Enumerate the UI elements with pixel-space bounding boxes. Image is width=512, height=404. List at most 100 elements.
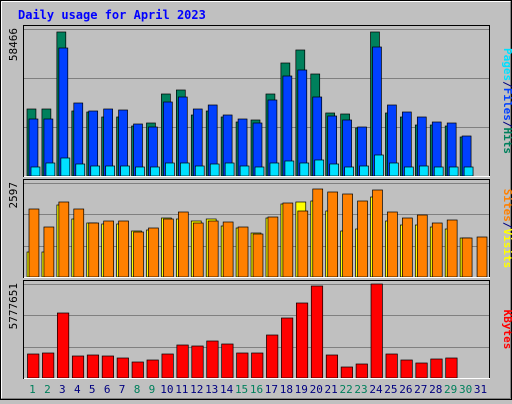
hits-files-pages-bar-pages-day-15 [239, 165, 250, 177]
visits-sites-bar-sites-day-13 [207, 220, 219, 278]
x-tick-day-12: 12 [190, 383, 203, 396]
visits-sites-bar-sites-day-27 [416, 214, 428, 278]
kbytes-bar-kbytes-day-17 [266, 334, 279, 379]
x-tick-day-29: 29 [444, 383, 457, 396]
kbytes-bar-kbytes-day-9 [146, 359, 159, 379]
hits-files-pages-bar-pages-day-24 [374, 154, 384, 177]
visits-sites-bar-sites-day-18 [282, 202, 294, 278]
hits-files-pages-bar-files-day-3 [58, 47, 69, 177]
x-tick-day-21: 21 [325, 383, 338, 396]
visits-sites-bar-sites-day-1 [28, 208, 40, 278]
visits-sites-bar-sites-day-31 [476, 236, 488, 278]
kbytes-bar-kbytes-day-7 [116, 357, 129, 379]
x-tick-day-24: 24 [369, 383, 383, 396]
hits-files-pages-bar-pages-day-25 [389, 162, 399, 177]
kbytes-bar-kbytes-day-28 [430, 358, 443, 379]
x-tick-day-16: 16 [250, 383, 263, 396]
visits-sites-bar-sites-day-16 [252, 233, 264, 278]
x-tick-day-15: 15 [235, 383, 248, 396]
x-tick-day-8: 8 [134, 383, 141, 396]
kbytes-bar-kbytes-day-14 [221, 343, 234, 379]
visits-sites-bar-sites-day-24 [372, 189, 383, 278]
hits-files-pages-bar-pages-day-18 [284, 160, 295, 177]
x-tick-day-14: 14 [220, 383, 234, 396]
x-tick-day-26: 26 [399, 383, 412, 396]
x-tick-day-13: 13 [205, 383, 218, 396]
visits-sites-bar-sites-day-7 [118, 220, 129, 278]
hits-files-pages-bar-pages-day-29 [448, 166, 459, 177]
x-tick-day-7: 7 [119, 383, 126, 396]
hits-files-pages-bar-pages-day-1 [30, 166, 41, 177]
kbytes-bar-kbytes-day-6 [101, 355, 114, 379]
hits-files-pages-bar-pages-day-2 [45, 162, 56, 177]
x-tick-day-28: 28 [429, 383, 442, 396]
kbytes-bar-kbytes-day-1 [27, 353, 40, 379]
x-tick-day-20: 20 [310, 383, 323, 396]
kbytes-bar-kbytes-day-25 [385, 353, 398, 379]
x-tick-day-10: 10 [160, 383, 173, 396]
hits-files-pages-bar-pages-day-4 [75, 163, 86, 177]
kbytes-bar-kbytes-day-12 [191, 345, 204, 379]
kbytes-bar-kbytes-day-13 [206, 340, 219, 379]
hits-files-pages-bar-pages-day-8 [135, 166, 145, 177]
kbytes-legend: KBytes [501, 310, 512, 350]
visits-sites-bar-sites-day-15 [237, 226, 249, 278]
hits-files-pages-bar-files-day-26 [402, 111, 412, 177]
visits-sites-bar-sites-day-14 [222, 221, 234, 278]
x-tick-day-1: 1 [29, 383, 36, 396]
visits-sites-bar-sites-day-11 [178, 211, 189, 278]
kbytes-bar-kbytes-day-23 [355, 363, 368, 379]
visits-sites-bar-sites-day-28 [431, 222, 443, 278]
hits-files-pages-bar-pages-day-19 [299, 162, 310, 177]
visits-sites-bar-sites-day-5 [88, 222, 100, 278]
visits-sites-legend: Sites/Visits [501, 189, 512, 269]
visits-sites-bar-sites-day-10 [163, 218, 174, 278]
x-tick-day-9: 9 [149, 383, 156, 396]
x-tick-day-11: 11 [175, 383, 188, 396]
hits-files-pages-bar-files-day-19 [297, 69, 308, 177]
kbytes-bar-kbytes-day-26 [400, 359, 413, 379]
kbytes-ymax-label: 5777651 [7, 283, 20, 329]
kbytes-bar-kbytes-day-16 [251, 352, 264, 379]
x-tick-day-3: 3 [59, 383, 66, 396]
hits-files-pages-bar-pages-day-27 [418, 165, 429, 177]
x-tick-day-31: 31 [474, 383, 487, 396]
kbytes-bar-kbytes-day-21 [325, 354, 338, 379]
visits-sites-bar-sites-day-26 [402, 217, 413, 278]
hits-files-pages-bar-pages-day-3 [60, 157, 71, 177]
hits-files-pages-legend-slash: / [501, 121, 512, 128]
x-tick-day-23: 23 [354, 383, 367, 396]
visits-sites-bar-sites-day-3 [58, 201, 70, 278]
kbytes-bar-kbytes-day-3 [57, 312, 70, 379]
visits-sites-bar-sites-day-6 [103, 220, 114, 278]
chart-title: Daily usage for April 2023 [18, 8, 206, 22]
kbytes-bar-kbytes-day-2 [42, 352, 55, 379]
hits-files-pages-legend-files: Files [501, 88, 512, 121]
x-tick-day-22: 22 [339, 383, 352, 396]
x-tick-day-27: 27 [414, 383, 427, 396]
x-tick-day-30: 30 [459, 383, 472, 396]
kbytes-bar-kbytes-day-4 [71, 355, 85, 379]
hits-files-pages-ymax-label: 58466 [7, 28, 20, 61]
hits-files-pages-bar-pages-day-23 [359, 165, 369, 177]
visits-sites-legend-sites: Sites [501, 189, 512, 222]
hits-files-pages-bar-pages-day-6 [105, 165, 115, 177]
visits-sites-bar-sites-day-30 [461, 237, 473, 278]
kbytes-bar-kbytes-day-19 [295, 302, 309, 379]
hits-files-pages-bar-pages-day-14 [224, 162, 235, 177]
kbytes-bar-kbytes-day-11 [176, 344, 189, 379]
kbytes-bar-kbytes-day-8 [131, 361, 144, 379]
visits-sites-bar-sites-day-22 [342, 193, 353, 278]
visits-sites-bar-sites-day-23 [357, 200, 368, 278]
visits-sites-bar-sites-day-12 [192, 222, 204, 278]
hits-files-pages-legend: Pages/Files/Hits [501, 48, 512, 154]
hits-files-pages-bar-pages-day-28 [433, 166, 444, 177]
hits-files-pages-bar-pages-day-20 [314, 159, 325, 177]
hits-files-pages-bar-pages-day-12 [194, 165, 205, 177]
hits-files-pages-bar-pages-day-10 [165, 162, 175, 177]
visits-sites-bar-sites-day-21 [327, 191, 338, 278]
kbytes-legend-kbytes: KBytes [501, 310, 512, 350]
x-tick-day-18: 18 [280, 383, 293, 396]
